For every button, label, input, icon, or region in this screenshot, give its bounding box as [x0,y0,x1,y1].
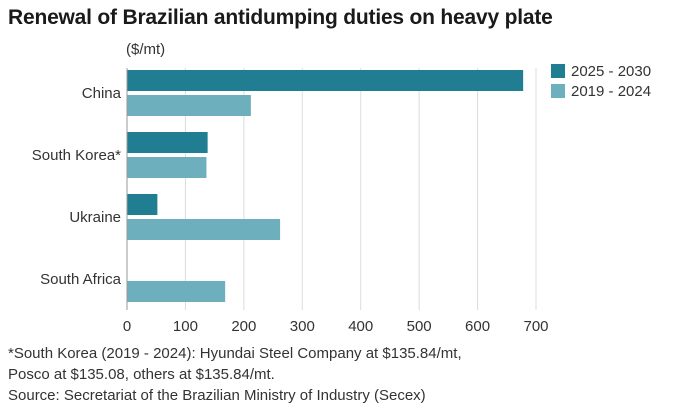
category-label: South Korea* [32,147,121,164]
footnote-line: *South Korea (2019 - 2024): Hyundai Stee… [8,345,462,362]
x-tick-label: 400 [348,318,373,335]
bar-ukraine-2025-2030 [127,194,158,215]
x-tick-label: 0 [123,318,131,335]
legend-swatch-2019-2024 [551,84,565,98]
x-tick-label: 500 [407,318,432,335]
category-label: Ukraine [69,209,121,226]
category-label: South Africa [40,271,122,288]
bar-china-2025-2030 [127,70,524,91]
legend-item-2019-2024: 2019 - 2024 [551,81,651,101]
legend: 2025 - 2030 2019 - 2024 [551,61,651,101]
bar-china-2019-2024 [127,95,251,116]
footnote-line: Posco at $135.08, others at $135.84/mt. [8,366,275,383]
bar-south-africa-2019-2024 [127,281,226,302]
legend-swatch-2025-2030 [551,64,565,78]
bar-south-korea-2019-2024 [127,157,207,178]
bar-ukraine-2019-2024 [127,219,281,240]
footnotes: *South Korea (2019 - 2024): Hyundai Stee… [8,343,668,406]
source-line: Source: Secretariat of the Brazilian Min… [8,387,426,404]
legend-label-2025-2030: 2025 - 2030 [571,62,652,80]
legend-label-2019-2024: 2019 - 2024 [571,82,652,100]
chart-title: Renewal of Brazilian antidumping duties … [8,6,553,29]
x-tick-label: 700 [523,318,548,335]
category-label: China [82,85,122,102]
units-label: ($/mt) [126,41,166,58]
bar-south-korea-2025-2030 [127,132,208,153]
x-tick-label: 600 [465,318,490,335]
legend-item-2025-2030: 2025 - 2030 [551,61,651,81]
x-tick-label: 200 [231,318,256,335]
x-tick-label: 100 [173,318,198,335]
x-tick-label: 300 [290,318,315,335]
